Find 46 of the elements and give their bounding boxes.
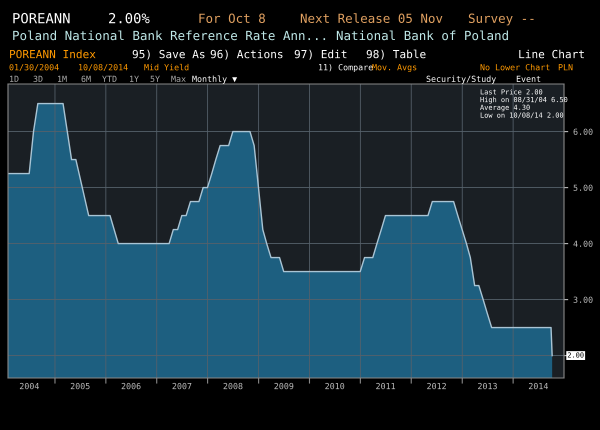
text: 95) Save As xyxy=(132,50,204,60)
x-tick-label: 2012 xyxy=(427,382,446,390)
text: 01/30/2004 xyxy=(10,64,59,72)
x-tick-label: 2010 xyxy=(325,382,344,390)
text: 96) Actions xyxy=(210,50,282,60)
text: National Bank of Poland xyxy=(336,30,508,40)
y-tick-label: 5.00 xyxy=(574,184,593,191)
text: 1Y xyxy=(130,76,139,82)
x-tick-label: 2005 xyxy=(70,382,90,390)
text: 1M xyxy=(58,76,67,82)
y-tick-label: 4.00 xyxy=(573,240,593,247)
x-tick-label: 2009 xyxy=(274,382,294,390)
text: 2.00% xyxy=(109,12,150,24)
text: Event xyxy=(516,76,540,82)
text: 97) Edit xyxy=(294,50,346,60)
text: Next Release 05 Nov xyxy=(300,13,442,24)
text: YTD xyxy=(102,76,117,82)
text: Survey -- xyxy=(468,14,534,26)
x-tick-label: 2007 xyxy=(172,382,192,390)
text: 10/08/2014 xyxy=(79,64,128,72)
x-tick-label: 2013 xyxy=(478,382,497,390)
text: 98) Table xyxy=(366,50,426,60)
text: Mid Yield xyxy=(144,64,188,70)
chart-title: Poland National Bank Reference Rate Ann... xyxy=(13,30,326,40)
text: Monthly ▼ xyxy=(192,75,238,84)
x-tick-label: 2008 xyxy=(224,382,242,390)
text: Mov. Avgs xyxy=(372,64,416,72)
text: No Lower Chart xyxy=(480,64,550,70)
text: 11) Compare xyxy=(319,64,373,72)
y-tick-label: 3.00 xyxy=(574,296,593,303)
text: Line Chart xyxy=(519,50,584,58)
text: Security/Study xyxy=(426,76,496,84)
x-tick-label: 2011 xyxy=(376,382,396,390)
text: 1D xyxy=(10,76,19,82)
text: For Oct 8 xyxy=(199,14,265,24)
y-tick-label: 6.00 xyxy=(574,128,593,135)
x-tick-label: 2004 xyxy=(20,382,39,390)
text: 5Y xyxy=(150,76,160,82)
text: 3D xyxy=(34,76,43,82)
text: Max xyxy=(171,76,186,82)
text: PLN xyxy=(558,64,572,70)
text: POREANN Index xyxy=(10,50,96,58)
text: POREANN xyxy=(13,12,70,24)
text: 6M xyxy=(82,76,91,82)
x-tick-label: 2014 xyxy=(528,382,548,390)
x-tick-label: 2006 xyxy=(122,382,141,390)
